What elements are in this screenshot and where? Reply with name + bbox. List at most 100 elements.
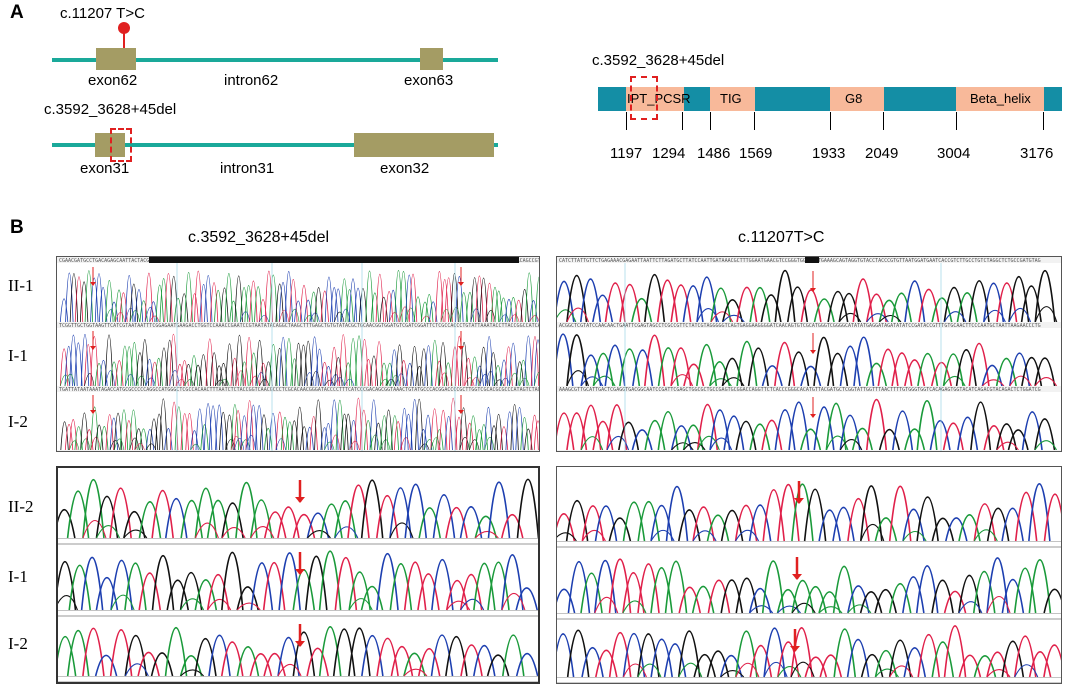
trace-peak (155, 413, 164, 451)
trace-peak (80, 556, 104, 611)
trace-secondary-peak (124, 663, 149, 677)
marker-arrow-head-icon (90, 346, 96, 350)
trace-peak (405, 362, 415, 387)
trace-peak (124, 635, 148, 677)
track-br-0 (557, 483, 1061, 542)
trace-peak (420, 301, 430, 323)
trace-secondary-peak (348, 598, 373, 611)
trace-peak (533, 420, 539, 451)
trace-peak (735, 577, 759, 614)
intron-line-top (52, 58, 498, 62)
trace-peak (774, 409, 796, 451)
trace-peak (435, 360, 444, 387)
trace-peak (838, 292, 860, 323)
trace-secondary-peak (671, 442, 694, 451)
trace-peak (203, 403, 213, 451)
trace-peak (656, 279, 678, 323)
trace-peak (215, 404, 224, 451)
panel-b-letter: B (10, 217, 24, 238)
trace-secondary-peak (144, 307, 155, 323)
trace-peak (465, 291, 475, 323)
trace-peak (915, 565, 939, 614)
trace-peak (430, 408, 439, 451)
trace-peak (206, 499, 230, 539)
trace-secondary-peak (389, 522, 414, 539)
trace-peak (334, 357, 343, 387)
trace-secondary-peak (459, 437, 470, 451)
trace-peak (275, 411, 284, 451)
trace-peak (479, 424, 489, 451)
trace-peak (432, 494, 456, 539)
trace-peak (650, 638, 673, 678)
trace-peak (696, 344, 718, 387)
intron-line-bottom (52, 143, 498, 147)
trace-peak (916, 496, 939, 542)
trace-secondary-peak (110, 594, 135, 611)
trace-secondary-peak (485, 310, 496, 323)
trace-peak (804, 586, 827, 614)
trace-secondary-peak (710, 311, 734, 323)
trace-secondary-peak (509, 314, 520, 323)
trace-peak (348, 627, 371, 677)
trace-peak (277, 506, 300, 539)
trace-peak (670, 284, 692, 323)
trace-peak (364, 419, 373, 451)
trace-peak (682, 424, 704, 451)
trace-peak (566, 274, 588, 323)
trace-peak (435, 429, 444, 451)
trace-peak (129, 409, 138, 451)
trace-peak (957, 416, 979, 451)
trace-peak (82, 479, 105, 539)
trace-secondary-peak (324, 379, 335, 387)
trace-peak (344, 413, 353, 451)
trace-peak (455, 335, 464, 387)
trace-peak (929, 419, 951, 451)
trace-peak (1021, 356, 1043, 387)
trace-peak (320, 362, 329, 387)
trace-peak (972, 571, 996, 614)
trace-peak (445, 636, 468, 677)
trace-peak (125, 274, 134, 323)
trace-peak (68, 564, 92, 611)
trace-peak (473, 562, 496, 611)
trace-peak (109, 361, 119, 387)
seq-strip-tr-1: ACGGCTCGTATCCAACAACTGAATTCGAGTAGCCTCGCCG… (559, 323, 1041, 329)
trace-peak (723, 415, 745, 451)
trace-peak (110, 559, 133, 611)
trace-peak (819, 654, 843, 678)
trace-peak (475, 429, 484, 451)
trace-secondary-peak (650, 529, 675, 542)
trace-peak (592, 294, 614, 323)
trace-peak (320, 503, 343, 539)
trace-peak (169, 275, 178, 323)
protein-deletion-marker (630, 76, 658, 120)
pos-2049: 2049 (865, 145, 899, 162)
trace-peak (853, 336, 875, 387)
trace-peak (360, 338, 369, 387)
trace-secondary-peak (400, 437, 411, 451)
trace-peak (455, 276, 464, 323)
trace-peak (608, 558, 632, 614)
tick-1486 (710, 112, 711, 130)
trace-peak (593, 560, 617, 614)
trace-peak (509, 343, 518, 387)
trace-secondary-peak (446, 600, 471, 611)
trace-peak (874, 589, 897, 614)
track-bl-1 (58, 550, 538, 611)
trace-secondary-peak (735, 662, 760, 678)
arrow-bl-0 (295, 480, 305, 503)
trace-peak (380, 415, 389, 451)
trace-peak (776, 589, 800, 614)
trace-secondary-peak (1008, 307, 1032, 323)
trace-secondary-peak (581, 529, 606, 542)
trace-peak (259, 362, 268, 387)
trace-peak (995, 357, 1017, 387)
trace-peak (249, 653, 273, 677)
trace-peak (69, 334, 78, 387)
exon32-box (354, 133, 494, 157)
trace-secondary-peak (566, 370, 589, 387)
trace-peak (269, 274, 278, 323)
trace-peak (205, 338, 214, 387)
trace-peak (417, 573, 440, 611)
trace-peak (604, 282, 626, 323)
